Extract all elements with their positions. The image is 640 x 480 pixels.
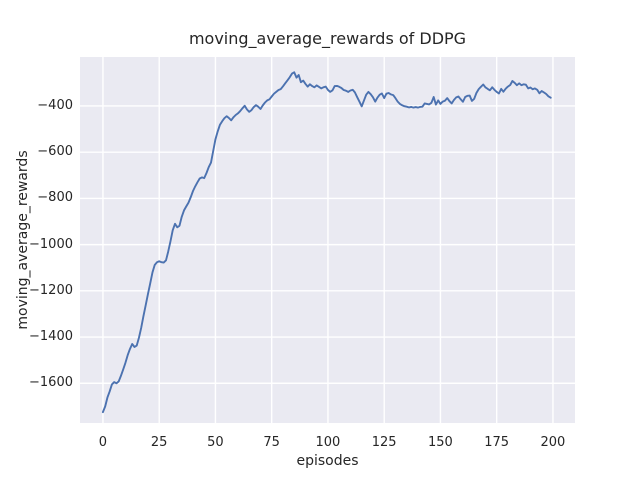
x-tick-label: 25 (150, 435, 168, 450)
x-tick-label: 50 (207, 435, 224, 450)
chart-svg (80, 57, 575, 423)
y-tick-label: −1600 (29, 375, 73, 391)
y-tick-label: −1000 (29, 236, 73, 252)
x-tick-label: 175 (484, 435, 510, 450)
chart-title: moving_average_rewards of DDPG (188, 29, 467, 48)
y-tick-label: −1400 (29, 329, 73, 345)
x-tick-label: 125 (371, 435, 397, 450)
x-tick-label: 100 (315, 435, 341, 450)
x-tick-label: 0 (98, 435, 108, 450)
x-axis-label: episodes (296, 453, 359, 469)
chart-line (101, 71, 552, 414)
y-tick-label: −1200 (29, 282, 73, 298)
x-tick-label: 200 (540, 435, 566, 450)
x-tick-label: 150 (428, 435, 453, 450)
y-tick-label: −800 (37, 190, 73, 206)
y-tick-label: −400 (37, 97, 73, 113)
y-tick-label: −600 (37, 144, 73, 160)
x-tick-label: 75 (263, 435, 280, 450)
plot-area (80, 57, 575, 423)
